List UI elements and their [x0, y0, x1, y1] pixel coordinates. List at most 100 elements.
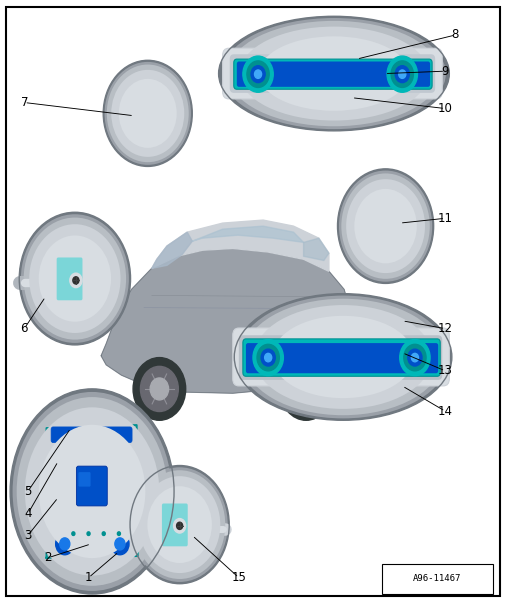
Polygon shape [152, 232, 192, 268]
Ellipse shape [139, 476, 220, 573]
Ellipse shape [10, 389, 174, 594]
Ellipse shape [17, 397, 167, 586]
Ellipse shape [29, 224, 120, 333]
Circle shape [264, 353, 271, 362]
FancyBboxPatch shape [242, 339, 439, 376]
Circle shape [390, 61, 413, 87]
Ellipse shape [234, 294, 451, 420]
Text: 14: 14 [437, 405, 452, 418]
Circle shape [398, 70, 405, 78]
Ellipse shape [242, 298, 442, 415]
Text: 7: 7 [21, 96, 28, 109]
Circle shape [137, 99, 166, 133]
FancyBboxPatch shape [162, 504, 187, 546]
Ellipse shape [237, 295, 448, 418]
Text: 12: 12 [437, 322, 452, 335]
FancyBboxPatch shape [71, 443, 113, 537]
Ellipse shape [222, 18, 445, 129]
Ellipse shape [107, 65, 188, 162]
Text: 13: 13 [437, 364, 452, 377]
Circle shape [250, 66, 265, 83]
FancyBboxPatch shape [158, 499, 191, 551]
Circle shape [242, 56, 273, 92]
Text: 4: 4 [24, 507, 31, 520]
Text: 11: 11 [437, 212, 452, 225]
Circle shape [140, 367, 178, 411]
Polygon shape [46, 425, 137, 558]
Ellipse shape [103, 60, 192, 166]
Ellipse shape [338, 171, 431, 282]
Circle shape [115, 538, 125, 550]
Ellipse shape [24, 218, 126, 339]
Ellipse shape [119, 79, 176, 148]
Ellipse shape [131, 467, 227, 582]
Ellipse shape [105, 62, 190, 165]
FancyBboxPatch shape [51, 427, 132, 443]
Circle shape [102, 532, 105, 535]
FancyBboxPatch shape [222, 48, 441, 99]
Circle shape [56, 533, 74, 555]
Ellipse shape [337, 169, 433, 283]
Ellipse shape [259, 36, 408, 111]
Circle shape [411, 353, 418, 362]
Circle shape [367, 205, 408, 253]
Circle shape [87, 532, 90, 535]
Ellipse shape [19, 212, 130, 345]
Circle shape [394, 66, 409, 83]
Ellipse shape [38, 235, 111, 322]
Text: 1: 1 [85, 571, 92, 584]
Circle shape [261, 349, 275, 366]
Circle shape [70, 273, 82, 288]
Polygon shape [152, 220, 328, 271]
Text: 8: 8 [451, 28, 458, 42]
Circle shape [287, 367, 324, 411]
Ellipse shape [239, 27, 428, 121]
Circle shape [142, 106, 161, 127]
Circle shape [150, 378, 168, 400]
FancyBboxPatch shape [229, 54, 434, 93]
Circle shape [378, 218, 396, 240]
Circle shape [173, 519, 185, 533]
Circle shape [257, 344, 279, 371]
Circle shape [133, 358, 185, 420]
Text: 3: 3 [24, 529, 31, 542]
Polygon shape [192, 226, 303, 242]
Text: A96-11467: A96-11467 [412, 575, 461, 583]
Circle shape [146, 110, 157, 122]
FancyBboxPatch shape [76, 466, 107, 506]
Ellipse shape [227, 21, 439, 126]
FancyBboxPatch shape [232, 328, 448, 386]
Circle shape [407, 349, 421, 366]
Ellipse shape [272, 316, 413, 398]
Circle shape [382, 223, 392, 235]
Circle shape [124, 83, 179, 150]
Ellipse shape [39, 425, 145, 558]
Circle shape [296, 378, 315, 400]
Ellipse shape [254, 305, 431, 409]
Ellipse shape [147, 486, 212, 563]
Circle shape [176, 522, 182, 529]
Text: 9: 9 [441, 65, 448, 78]
Ellipse shape [345, 179, 424, 273]
Ellipse shape [111, 70, 184, 157]
Circle shape [73, 277, 79, 284]
Circle shape [72, 532, 75, 535]
Ellipse shape [130, 466, 229, 584]
Circle shape [111, 533, 129, 555]
Circle shape [254, 70, 261, 78]
Text: 15: 15 [231, 571, 246, 584]
Ellipse shape [341, 174, 429, 279]
Circle shape [131, 92, 172, 140]
Circle shape [386, 56, 417, 92]
Text: 6: 6 [21, 322, 28, 335]
Ellipse shape [218, 16, 448, 131]
Text: 10: 10 [437, 102, 452, 115]
Ellipse shape [25, 408, 159, 575]
FancyBboxPatch shape [57, 257, 82, 300]
Text: 2: 2 [44, 551, 52, 564]
FancyBboxPatch shape [78, 472, 90, 487]
Circle shape [246, 61, 269, 87]
Circle shape [252, 339, 283, 376]
FancyBboxPatch shape [53, 253, 86, 305]
Circle shape [399, 339, 429, 376]
